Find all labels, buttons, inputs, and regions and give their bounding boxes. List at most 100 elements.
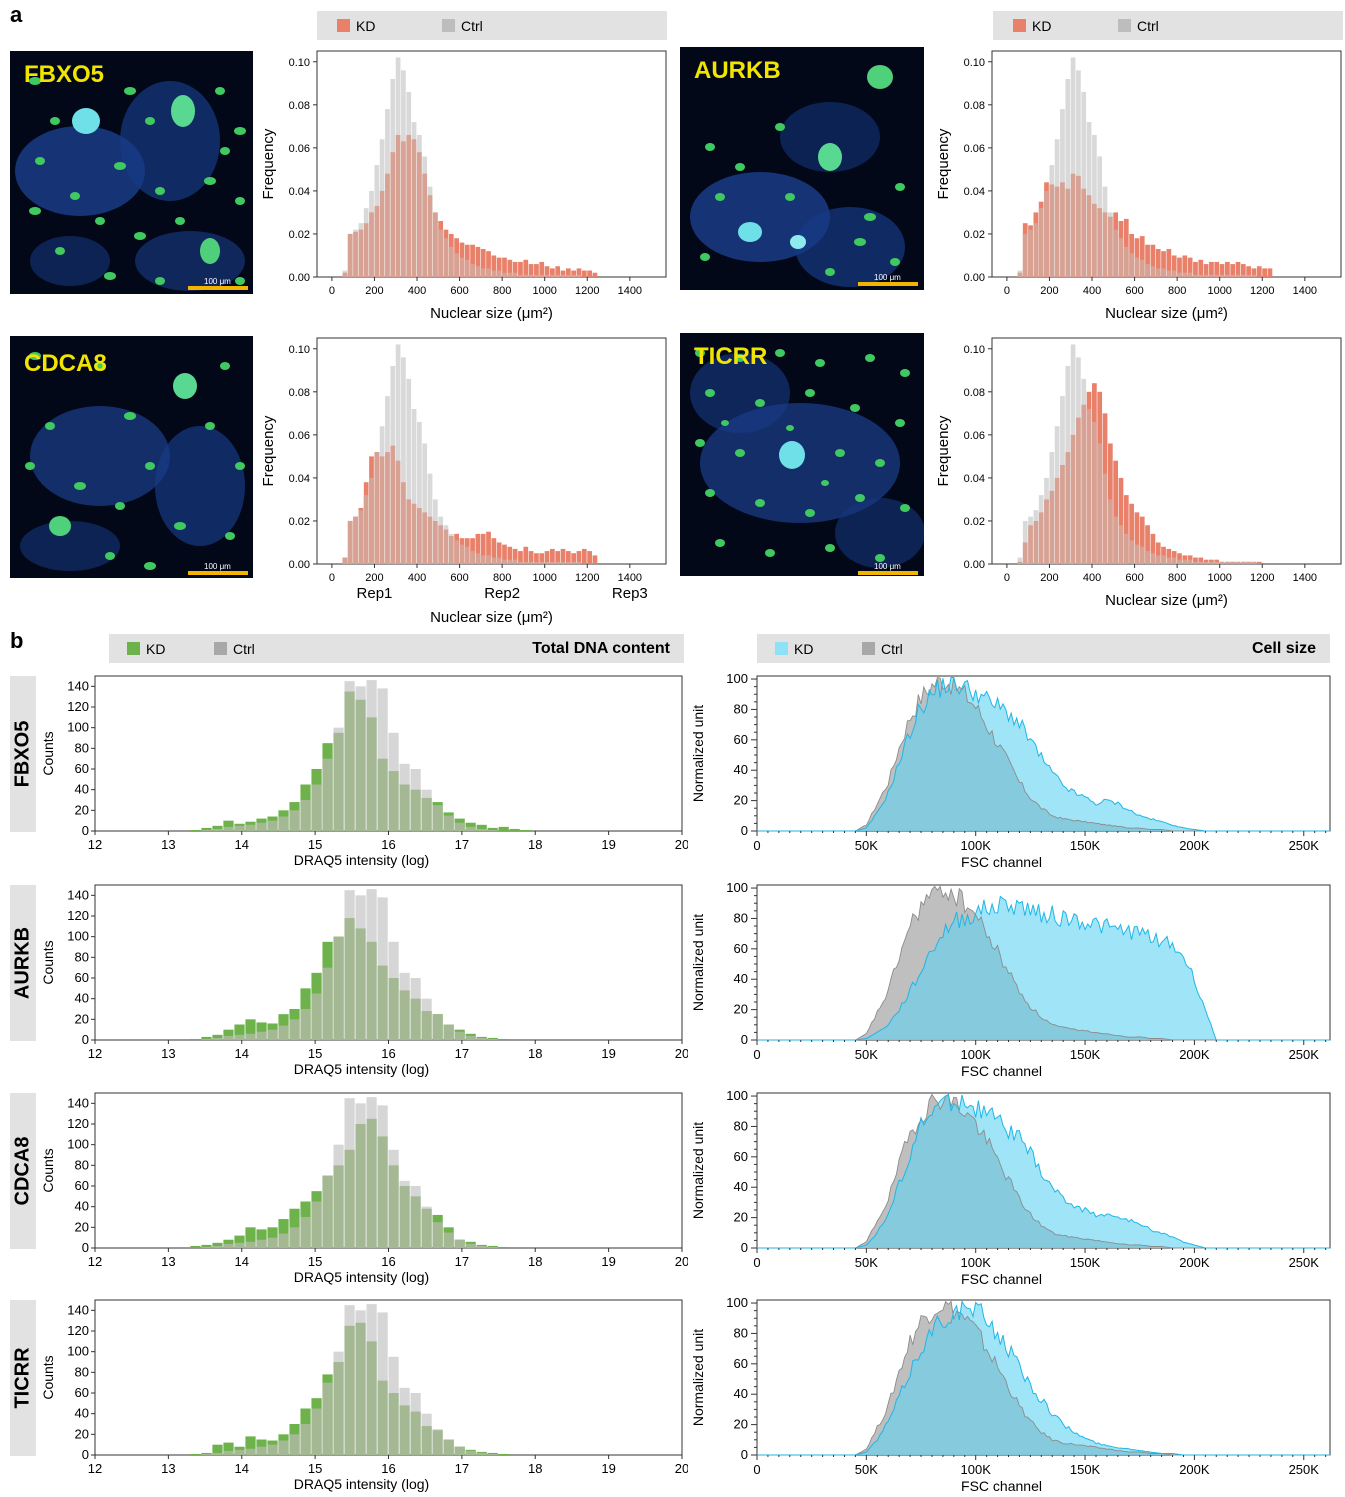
histogram-bar-overlap xyxy=(1155,268,1161,277)
x-tick-label: 1400 xyxy=(1293,285,1317,297)
y-axis-label: Counts xyxy=(40,940,56,984)
histogram-bar-kd xyxy=(1145,525,1150,564)
x-tick-label: 0 xyxy=(753,838,760,853)
histogram-bar-overlap xyxy=(399,990,410,1040)
x-tick-label: 15 xyxy=(308,837,322,852)
y-tick-label: 140 xyxy=(67,887,89,902)
histogram-bar-overlap xyxy=(1028,229,1033,277)
histogram-bar-kd xyxy=(1198,259,1204,277)
histogram-bar-overlap xyxy=(322,758,333,831)
y-tick-label: 0.10 xyxy=(964,344,985,356)
histogram-bar-kd xyxy=(544,551,550,564)
histogram-bar-overlap xyxy=(322,967,333,1040)
ctrl-swatch xyxy=(862,642,875,655)
histogram-bar-overlap xyxy=(1070,173,1076,277)
histogram-bar-overlap xyxy=(487,1246,498,1248)
y-tick-label: 60 xyxy=(734,941,748,956)
histogram-bar-overlap xyxy=(355,699,366,831)
histogram-bar-overlap xyxy=(1209,561,1214,564)
histogram-bar-kd xyxy=(212,1242,223,1248)
histogram-bar-overlap xyxy=(333,732,344,831)
histogram-bar-overlap xyxy=(454,1031,465,1040)
histogram-bar-kd xyxy=(256,1022,267,1040)
histogram-bar-overlap xyxy=(1028,525,1033,564)
histogram-bar-kd xyxy=(528,264,534,277)
y-tick-label: 0 xyxy=(741,1447,748,1462)
x-tick-label: 250K xyxy=(1289,1255,1320,1270)
histogram-bar-kd xyxy=(502,257,507,277)
histogram-bar-kd xyxy=(470,244,475,277)
replicate-label: Rep2 xyxy=(484,585,520,602)
histogram-bar-overlap xyxy=(432,1014,443,1040)
x-tick-label: 13 xyxy=(161,1461,175,1476)
histogram-bar-kd xyxy=(581,548,587,564)
histogram-bar-overlap xyxy=(1070,434,1076,564)
histogram-bar-overlap xyxy=(464,259,470,277)
y-tick-label: 0.04 xyxy=(964,186,985,198)
histogram-bar-overlap xyxy=(443,1439,454,1455)
histogram-bar-overlap xyxy=(1161,268,1166,277)
x-tick-label: 200K xyxy=(1179,1462,1210,1477)
histogram-bar-overlap xyxy=(544,274,550,277)
x-axis-label: Nuclear size (μm²) xyxy=(1105,592,1228,609)
y-tick-label: 0.08 xyxy=(289,387,310,399)
y-tick-label: 80 xyxy=(734,1118,748,1133)
histogram-bar-overlap xyxy=(443,1232,454,1248)
histogram-bar-kd xyxy=(576,268,582,277)
histogram-bar-overlap xyxy=(1235,561,1241,564)
x-tick-label: 1200 xyxy=(575,572,599,584)
x-tick-label: 13 xyxy=(161,1254,175,1269)
histogram-bar-overlap xyxy=(502,272,507,277)
histogram-bar-kd xyxy=(201,827,212,831)
histogram-bar-ctrl xyxy=(401,357,406,564)
legend-ctrl-label: Ctrl xyxy=(461,17,483,34)
x-tick-label: 200K xyxy=(1179,838,1210,853)
x-tick-label: 19 xyxy=(601,837,615,852)
x-tick-label: 50K xyxy=(855,838,878,853)
histogram-bar-overlap xyxy=(311,784,322,831)
y-tick-label: 60 xyxy=(734,732,748,747)
histogram-bar-kd xyxy=(475,533,481,564)
histogram-bar-overlap xyxy=(1203,561,1209,564)
histogram-bar-overlap xyxy=(491,557,497,564)
y-tick-label: 60 xyxy=(75,1385,89,1400)
gene-tab-label: FBXO5 xyxy=(11,720,34,788)
histogram-bar-overlap xyxy=(523,274,529,277)
histogram-bar-overlap xyxy=(1187,272,1193,277)
y-tick-label: 120 xyxy=(67,1323,89,1338)
histogram-bar-kd xyxy=(1145,244,1150,277)
histogram-bar-overlap xyxy=(565,561,571,564)
replicate-label: Rep1 xyxy=(357,585,393,602)
y-tick-label: 20 xyxy=(734,1417,748,1432)
histogram-bar-ctrl xyxy=(406,378,412,564)
histogram-bar-overlap xyxy=(421,1011,432,1040)
histogram-bar-kd xyxy=(480,533,486,564)
histogram-bar-overlap xyxy=(507,559,513,564)
x-tick-label: 20 xyxy=(675,1254,688,1269)
histogram-bar-overlap xyxy=(560,561,566,564)
histogram-bar-kd xyxy=(278,1219,289,1248)
histogram-bar-overlap xyxy=(534,274,539,277)
histogram-bar-overlap xyxy=(1118,238,1124,277)
histogram-bar-overlap xyxy=(1203,274,1209,277)
histogram-bar-overlap xyxy=(201,1246,212,1248)
y-tick-label: 20 xyxy=(734,1002,748,1017)
histogram-bar-overlap xyxy=(267,1237,278,1248)
legend-ctrl-label: Ctrl xyxy=(233,640,255,657)
histogram-bar-overlap xyxy=(322,1382,333,1455)
histogram-bar-kd xyxy=(1251,268,1257,277)
histogram-bar-overlap xyxy=(212,1037,223,1040)
histogram-bar-overlap xyxy=(1107,216,1113,277)
scale-bar xyxy=(858,571,918,575)
x-tick-label: 1200 xyxy=(1250,285,1274,297)
x-tick-label: 150K xyxy=(1070,1255,1101,1270)
histogram-bar-overlap xyxy=(300,800,311,831)
histogram-bar-overlap xyxy=(267,1444,278,1455)
histogram-bar-kd xyxy=(1235,261,1241,277)
scale-bar-label: 100 μm xyxy=(204,277,231,286)
histogram-bar-overlap xyxy=(322,1175,333,1248)
line-ctrl xyxy=(757,885,1330,1041)
histogram-bar-overlap xyxy=(1044,499,1049,564)
histogram-bar-kd xyxy=(1171,551,1177,564)
x-tick-label: 50K xyxy=(855,1047,878,1062)
